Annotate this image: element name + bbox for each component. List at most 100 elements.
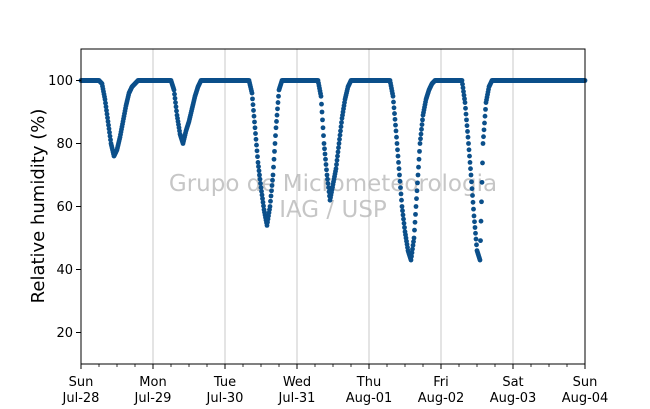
data-point bbox=[471, 213, 477, 219]
data-point bbox=[462, 96, 467, 102]
data-point bbox=[411, 239, 416, 245]
x-tick-label-date: Aug-02 bbox=[418, 391, 465, 406]
data-point bbox=[398, 185, 403, 191]
data-point bbox=[459, 78, 465, 83]
data-point bbox=[270, 177, 275, 183]
data-point bbox=[105, 119, 111, 124]
data-point bbox=[460, 81, 465, 87]
data-point bbox=[254, 142, 259, 148]
x-tick-label-date: Jul-29 bbox=[134, 391, 172, 406]
data-point bbox=[408, 257, 414, 263]
data-point bbox=[479, 179, 485, 185]
data-point bbox=[249, 90, 255, 96]
data-point bbox=[416, 156, 422, 162]
data-point bbox=[413, 211, 418, 217]
data-point bbox=[253, 131, 258, 136]
data-point bbox=[172, 91, 177, 97]
data-point bbox=[275, 106, 280, 112]
data-point bbox=[417, 141, 423, 146]
data-point bbox=[392, 111, 397, 116]
data-point bbox=[417, 148, 422, 154]
data-point bbox=[395, 147, 400, 153]
data-points bbox=[78, 78, 588, 263]
data-point bbox=[335, 153, 340, 159]
data-point bbox=[479, 199, 484, 205]
x-tick-label-date: Aug-04 bbox=[562, 391, 609, 406]
data-point bbox=[481, 134, 486, 140]
watermark-line-2: IAG / USP bbox=[279, 197, 387, 223]
data-point bbox=[411, 235, 417, 241]
data-point bbox=[401, 216, 406, 222]
x-tick-label-weekday: Wed bbox=[283, 375, 311, 390]
data-point bbox=[467, 153, 472, 159]
data-point bbox=[480, 141, 486, 146]
data-point bbox=[392, 116, 398, 122]
data-point bbox=[409, 253, 414, 259]
data-point bbox=[471, 206, 476, 212]
data-point bbox=[319, 109, 325, 115]
x-tick-label-weekday: Thu bbox=[356, 375, 381, 390]
data-point bbox=[469, 179, 474, 185]
data-point bbox=[322, 146, 327, 152]
data-point bbox=[334, 157, 340, 163]
data-point bbox=[261, 203, 266, 209]
data-point bbox=[320, 125, 326, 131]
data-point bbox=[464, 117, 469, 123]
data-point bbox=[172, 95, 178, 101]
data-point bbox=[480, 160, 485, 166]
data-point bbox=[338, 124, 344, 130]
y-tick-label: 40 bbox=[56, 263, 73, 278]
data-point bbox=[255, 154, 260, 160]
data-point bbox=[396, 166, 402, 172]
data-point bbox=[171, 87, 177, 93]
x-tick-label-weekday: Sat bbox=[502, 375, 523, 390]
data-point bbox=[254, 148, 260, 154]
data-point bbox=[325, 176, 330, 182]
y-axis: 20 40 60 80 100 bbox=[48, 74, 81, 341]
y-tick-label: 60 bbox=[56, 200, 73, 215]
data-point bbox=[466, 141, 471, 146]
y-axis-title: Relative humidity (%) bbox=[28, 109, 49, 304]
x-tick-label-date: Jul-28 bbox=[62, 391, 100, 406]
data-point bbox=[252, 119, 257, 125]
data-point bbox=[253, 136, 259, 142]
data-point bbox=[173, 100, 178, 105]
data-point bbox=[269, 183, 275, 188]
data-point bbox=[472, 219, 477, 225]
data-point bbox=[400, 212, 406, 218]
data-point bbox=[473, 236, 479, 242]
data-point bbox=[259, 192, 265, 198]
data-point bbox=[274, 119, 279, 124]
data-point bbox=[174, 108, 179, 114]
data-point bbox=[256, 168, 262, 174]
data-point bbox=[399, 204, 405, 209]
data-point bbox=[335, 149, 341, 155]
data-point bbox=[397, 172, 402, 178]
data-point bbox=[321, 141, 327, 146]
data-point bbox=[393, 128, 399, 134]
data-point bbox=[337, 136, 342, 142]
data-point bbox=[467, 160, 473, 165]
data-point bbox=[257, 172, 262, 178]
data-point bbox=[260, 196, 265, 202]
vertical-gridlines bbox=[152, 49, 514, 364]
data-point bbox=[107, 133, 113, 139]
data-point bbox=[462, 100, 468, 105]
data-point bbox=[333, 166, 339, 172]
data-point bbox=[466, 147, 472, 153]
data-point bbox=[318, 93, 324, 99]
data-point bbox=[322, 151, 328, 157]
data-point bbox=[419, 122, 425, 127]
data-point bbox=[461, 89, 466, 94]
y-tick-label: 100 bbox=[48, 74, 73, 89]
data-point bbox=[268, 198, 273, 204]
data-point bbox=[410, 246, 415, 252]
data-point bbox=[473, 230, 478, 236]
data-point bbox=[391, 105, 397, 111]
data-point bbox=[394, 141, 400, 146]
data-point bbox=[338, 128, 343, 134]
x-tick-label-date: Jul-31 bbox=[278, 391, 316, 406]
data-point bbox=[104, 111, 110, 117]
data-point bbox=[273, 133, 278, 139]
data-point bbox=[103, 100, 108, 106]
